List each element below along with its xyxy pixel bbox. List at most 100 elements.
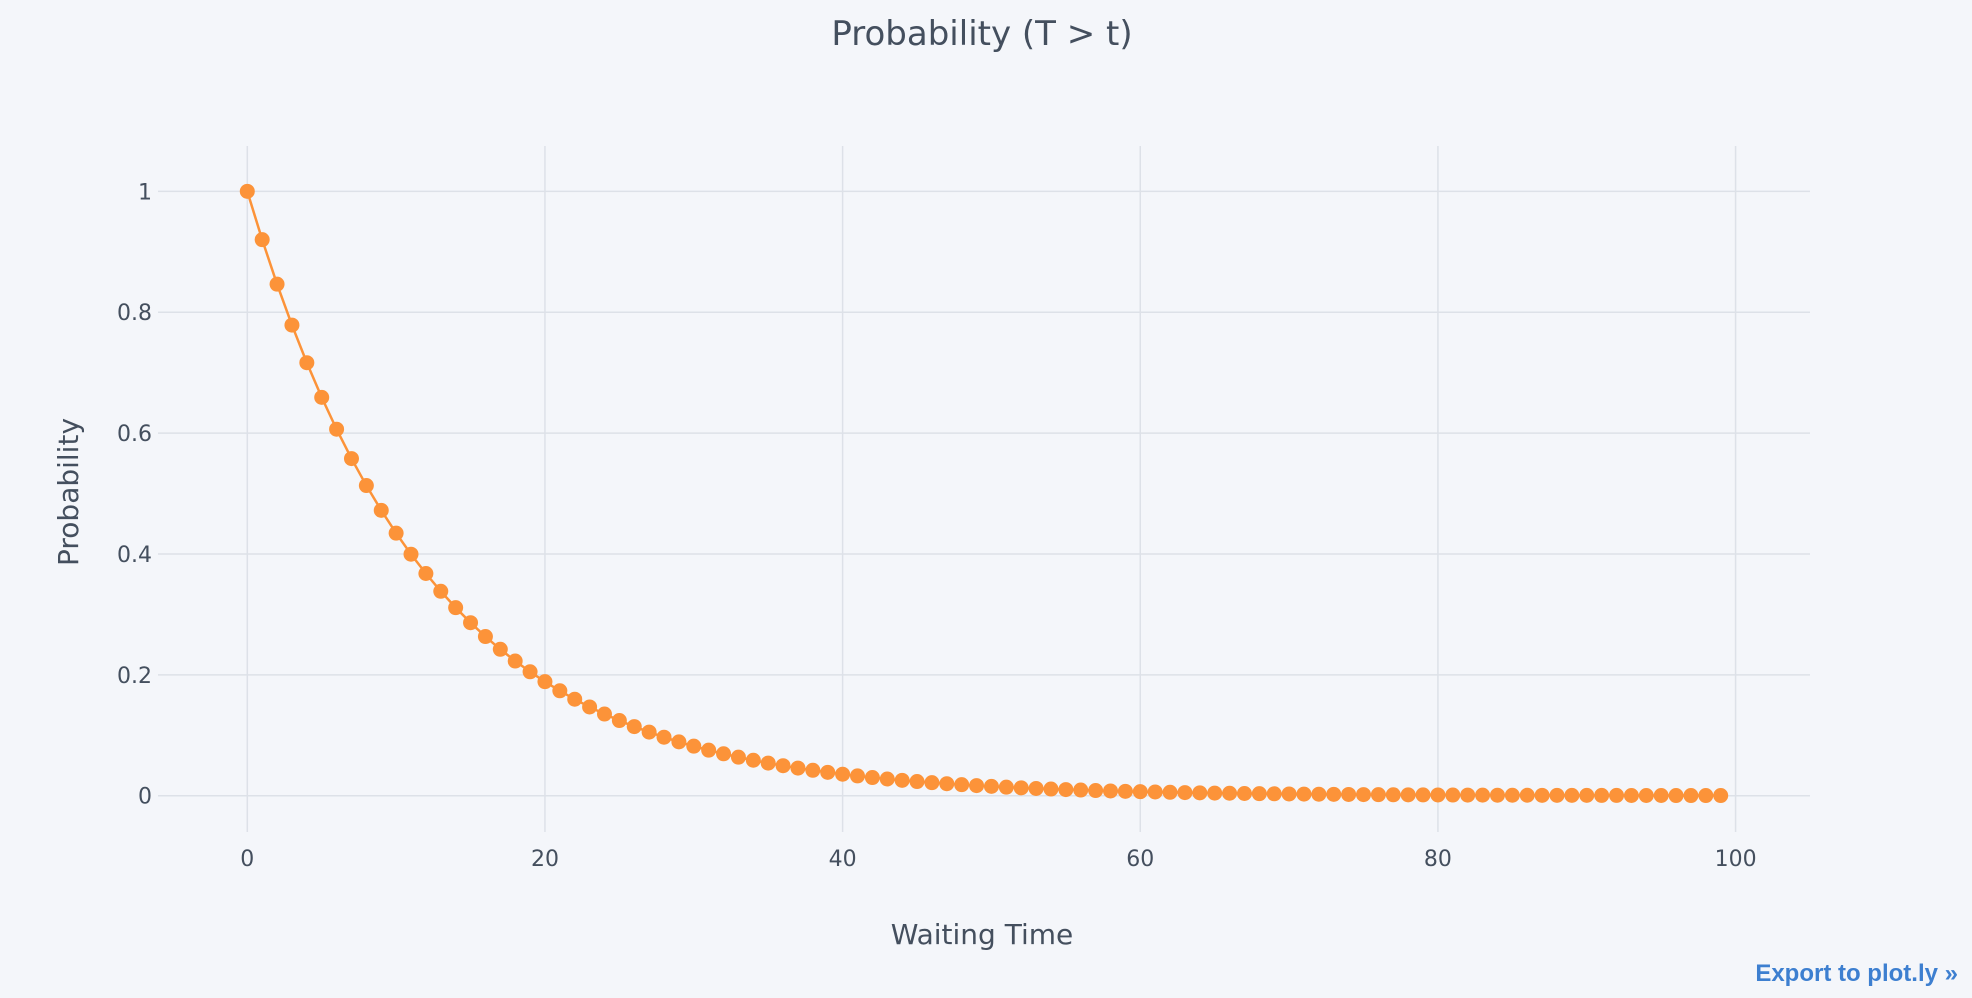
data-point[interactable] xyxy=(909,774,925,790)
data-point[interactable] xyxy=(969,778,985,794)
data-point[interactable] xyxy=(537,674,553,690)
data-point[interactable] xyxy=(1653,787,1669,803)
data-point[interactable] xyxy=(1356,787,1372,803)
data-point[interactable] xyxy=(641,724,657,740)
data-point[interactable] xyxy=(373,502,389,518)
data-point[interactable] xyxy=(805,762,821,778)
data-point[interactable] xyxy=(611,713,627,729)
data-point[interactable] xyxy=(239,183,255,199)
data-point[interactable] xyxy=(507,653,523,669)
data-point[interactable] xyxy=(1236,785,1252,801)
data-point[interactable] xyxy=(1460,787,1476,803)
data-point[interactable] xyxy=(1668,788,1684,804)
data-point[interactable] xyxy=(1222,785,1238,801)
data-point[interactable] xyxy=(448,600,464,616)
data-point[interactable] xyxy=(1445,787,1461,803)
data-point[interactable] xyxy=(820,764,836,780)
data-point[interactable] xyxy=(1489,787,1505,803)
data-point[interactable] xyxy=(745,752,761,768)
data-point[interactable] xyxy=(671,734,687,750)
data-point[interactable] xyxy=(567,691,583,707)
data-point[interactable] xyxy=(716,746,732,762)
data-point[interactable] xyxy=(1519,787,1535,803)
data-point[interactable] xyxy=(1564,787,1580,803)
data-point[interactable] xyxy=(492,641,508,657)
data-point[interactable] xyxy=(299,355,315,371)
data-point[interactable] xyxy=(1400,787,1416,803)
data-point[interactable] xyxy=(924,775,940,791)
data-point[interactable] xyxy=(269,276,285,292)
data-point[interactable] xyxy=(760,755,776,771)
data-point[interactable] xyxy=(1713,788,1729,804)
data-point[interactable] xyxy=(1073,782,1089,798)
data-point[interactable] xyxy=(1609,787,1625,803)
data-point[interactable] xyxy=(1341,786,1357,802)
data-point[interactable] xyxy=(626,719,642,735)
data-point[interactable] xyxy=(1683,788,1699,804)
data-point[interactable] xyxy=(1623,787,1639,803)
data-point[interactable] xyxy=(1058,782,1074,798)
data-point[interactable] xyxy=(1132,784,1148,800)
data-point[interactable] xyxy=(582,699,598,715)
data-point[interactable] xyxy=(894,772,910,788)
data-point[interactable] xyxy=(730,749,746,765)
data-point[interactable] xyxy=(1638,787,1654,803)
data-point[interactable] xyxy=(463,615,479,631)
data-point[interactable] xyxy=(254,232,270,248)
data-point[interactable] xyxy=(388,525,404,541)
data-point[interactable] xyxy=(1296,786,1312,802)
data-point[interactable] xyxy=(1311,786,1327,802)
data-point[interactable] xyxy=(1043,781,1059,797)
data-point[interactable] xyxy=(1207,785,1223,801)
data-point[interactable] xyxy=(686,738,702,754)
data-point[interactable] xyxy=(329,421,345,437)
data-point[interactable] xyxy=(656,729,672,745)
data-point[interactable] xyxy=(879,771,895,787)
data-point[interactable] xyxy=(998,779,1014,795)
data-point[interactable] xyxy=(849,768,865,784)
data-point[interactable] xyxy=(1370,787,1386,803)
data-point[interactable] xyxy=(835,766,851,782)
data-point[interactable] xyxy=(1415,787,1431,803)
data-point[interactable] xyxy=(358,478,374,494)
data-point[interactable] xyxy=(1326,786,1342,802)
data-point[interactable] xyxy=(1534,787,1550,803)
data-point[interactable] xyxy=(552,683,568,699)
data-point[interactable] xyxy=(284,317,300,333)
data-point[interactable] xyxy=(1117,783,1133,799)
data-point[interactable] xyxy=(314,389,330,405)
data-point[interactable] xyxy=(954,777,970,793)
data-point[interactable] xyxy=(1579,787,1595,803)
data-point[interactable] xyxy=(1192,785,1208,801)
data-point[interactable] xyxy=(1013,780,1029,796)
data-point[interactable] xyxy=(1594,787,1610,803)
data-point[interactable] xyxy=(403,546,419,562)
data-point[interactable] xyxy=(1162,784,1178,800)
data-point[interactable] xyxy=(1177,785,1193,801)
data-point[interactable] xyxy=(775,758,791,774)
data-point[interactable] xyxy=(790,760,806,776)
data-point[interactable] xyxy=(1147,784,1163,800)
data-point[interactable] xyxy=(1549,787,1565,803)
data-point[interactable] xyxy=(701,742,717,758)
export-to-plotly-link[interactable]: Export to plot.ly » xyxy=(1755,960,1958,987)
data-point[interactable] xyxy=(1266,786,1282,802)
data-point[interactable] xyxy=(418,565,434,581)
data-point[interactable] xyxy=(1088,783,1104,799)
data-point[interactable] xyxy=(983,778,999,794)
data-point[interactable] xyxy=(1698,788,1714,804)
data-point[interactable] xyxy=(1504,787,1520,803)
data-point[interactable] xyxy=(477,629,493,645)
data-point[interactable] xyxy=(343,451,359,467)
data-point[interactable] xyxy=(1385,787,1401,803)
data-point[interactable] xyxy=(939,776,955,792)
data-point[interactable] xyxy=(1475,787,1491,803)
data-point[interactable] xyxy=(1103,783,1119,799)
data-point[interactable] xyxy=(1430,787,1446,803)
data-point[interactable] xyxy=(1281,786,1297,802)
data-point[interactable] xyxy=(596,706,612,722)
data-point[interactable] xyxy=(864,770,880,786)
data-point[interactable] xyxy=(1028,780,1044,796)
data-point[interactable] xyxy=(433,583,449,599)
data-point[interactable] xyxy=(1251,786,1267,802)
